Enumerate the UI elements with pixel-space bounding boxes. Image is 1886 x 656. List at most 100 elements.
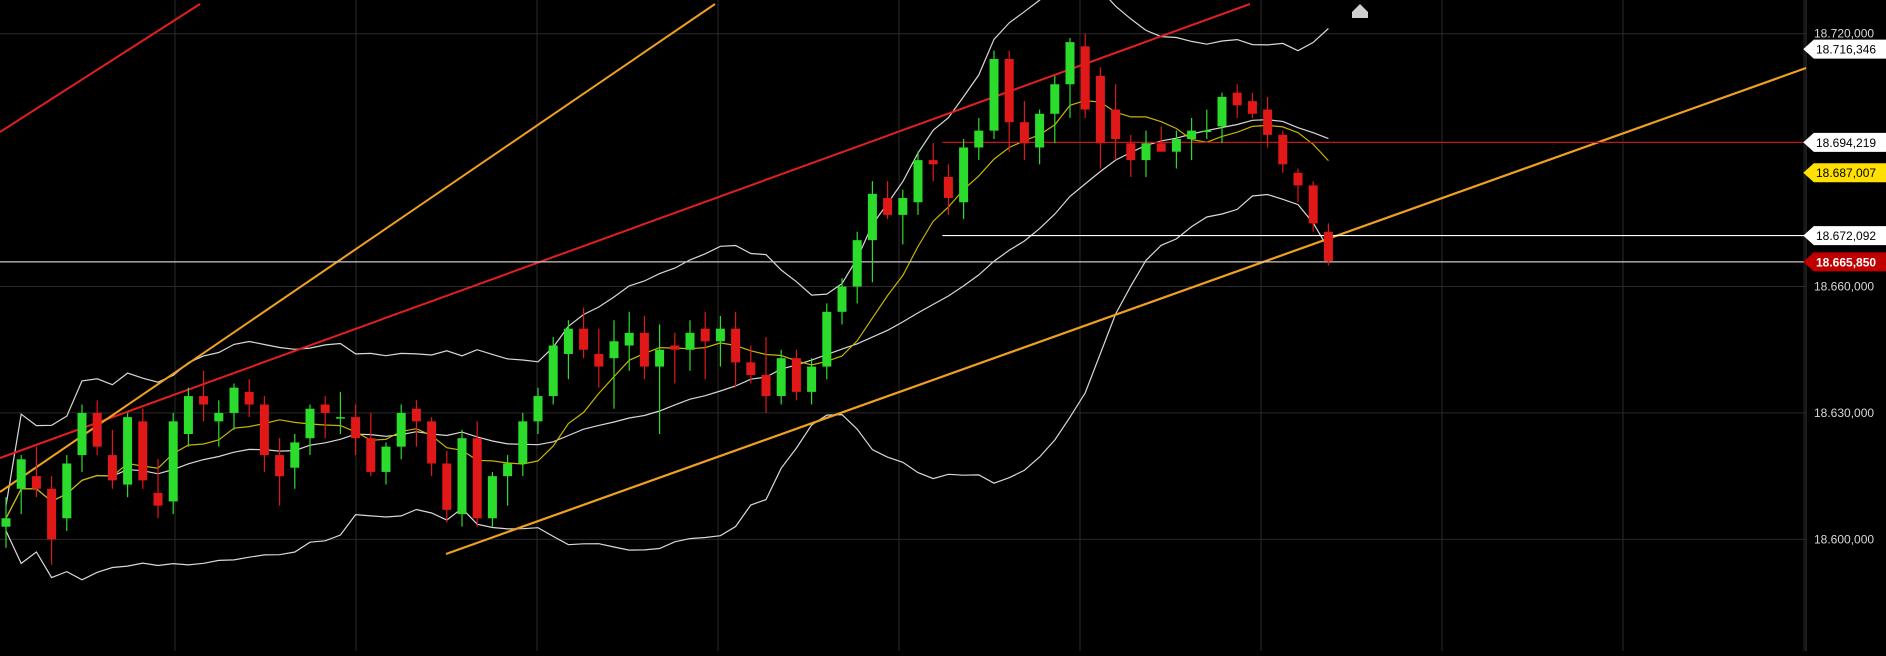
- candle-body: [533, 396, 543, 422]
- candle: [168, 412, 178, 515]
- candle: [16, 455, 26, 515]
- candle-body: [31, 476, 41, 489]
- candle: [381, 442, 391, 485]
- candle: [427, 417, 437, 477]
- candle: [639, 316, 649, 380]
- candle-body: [183, 396, 193, 434]
- candle-body: [381, 446, 391, 472]
- candle-body: [852, 240, 862, 287]
- candle: [1293, 168, 1303, 203]
- candle-body: [320, 404, 330, 413]
- candle-body: [715, 328, 725, 342]
- candle-body: [943, 176, 953, 199]
- candle-body: [518, 421, 528, 464]
- candle-body: [867, 193, 877, 241]
- candle-body: [685, 332, 695, 350]
- candle-body: [837, 286, 847, 312]
- candle: [959, 139, 969, 220]
- candle-body: [442, 463, 452, 510]
- candle: [411, 400, 421, 447]
- candle-body: [123, 417, 133, 485]
- candle: [837, 278, 847, 325]
- candle: [183, 387, 193, 447]
- price-tag-background: [1803, 39, 1886, 59]
- candle-body: [168, 421, 178, 502]
- candle-layer: [1, 33, 1333, 565]
- candle-body: [77, 412, 87, 456]
- candle-body: [563, 328, 573, 354]
- candle-body: [655, 349, 665, 367]
- candle-body: [1171, 139, 1181, 152]
- candle: [898, 189, 908, 245]
- candle: [609, 320, 619, 409]
- candle: [1247, 92, 1257, 118]
- candle: [442, 450, 452, 523]
- candle: [1171, 130, 1181, 169]
- candle: [867, 181, 877, 283]
- y-tick-label: 18.630,000: [1814, 406, 1874, 420]
- candle: [275, 438, 285, 506]
- candle: [366, 412, 376, 477]
- candle: [594, 328, 604, 388]
- candle: [822, 303, 832, 380]
- candle-body: [427, 421, 437, 464]
- candle-body: [594, 353, 604, 367]
- candle: [883, 181, 893, 220]
- candle-body: [1095, 75, 1105, 144]
- candle-body: [47, 488, 57, 540]
- candle: [989, 50, 999, 140]
- y-tick-label: 18.720,000: [1814, 27, 1874, 41]
- candle-body: [396, 412, 406, 447]
- candle-body: [883, 198, 893, 215]
- candle: [1095, 67, 1105, 169]
- y-tick-label: 18.600,000: [1814, 532, 1874, 546]
- candle: [351, 404, 361, 456]
- candle: [1126, 134, 1136, 177]
- candle-body: [1004, 58, 1014, 123]
- candle: [1217, 92, 1227, 144]
- candle-body: [335, 417, 345, 419]
- price-tag-background: [1803, 252, 1886, 272]
- moving-average-line: [5, 99, 1329, 519]
- candle-body: [487, 476, 497, 519]
- orange-fan-line: [0, 3, 716, 493]
- price-axis: 18.720,000 18.660,000 18.630,000 18.600,000: [1814, 27, 1874, 547]
- price-tag-label: 18.694,219: [1816, 136, 1876, 150]
- candle-body: [579, 328, 589, 350]
- trendline-layer: [0, 3, 1807, 556]
- horizontal-line-layer: [0, 141, 1806, 263]
- candle-body: [1019, 122, 1029, 144]
- scroll-marker-icon[interactable]: [1352, 4, 1368, 18]
- candle: [852, 231, 862, 304]
- orange-support-trendline: [445, 66, 1807, 556]
- bollinger-middle-band: [5, 119, 1329, 519]
- price-tag-white: 18.716,346: [1803, 39, 1886, 59]
- candle-body: [472, 438, 482, 519]
- candle: [335, 391, 345, 434]
- candle-body: [1141, 143, 1151, 161]
- candle-body: [1035, 113, 1045, 148]
- candle: [670, 332, 680, 384]
- candle-body: [639, 332, 649, 367]
- candle-body: [1217, 96, 1227, 127]
- candle-body: [974, 130, 984, 148]
- candle: [31, 446, 41, 498]
- candle: [92, 400, 102, 456]
- candle: [731, 311, 741, 388]
- candle-body: [959, 147, 969, 203]
- candle: [1278, 130, 1288, 173]
- candle: [533, 387, 543, 434]
- indicator-layer: [5, 0, 1329, 581]
- candle-body: [1308, 185, 1318, 224]
- candle: [1202, 109, 1212, 140]
- candle: [199, 370, 209, 422]
- candle-body: [822, 311, 832, 367]
- candle: [1111, 84, 1121, 161]
- candle: [655, 324, 665, 434]
- y-tick-label: 18.660,000: [1814, 280, 1874, 294]
- candle: [1232, 84, 1242, 118]
- candle: [244, 379, 254, 418]
